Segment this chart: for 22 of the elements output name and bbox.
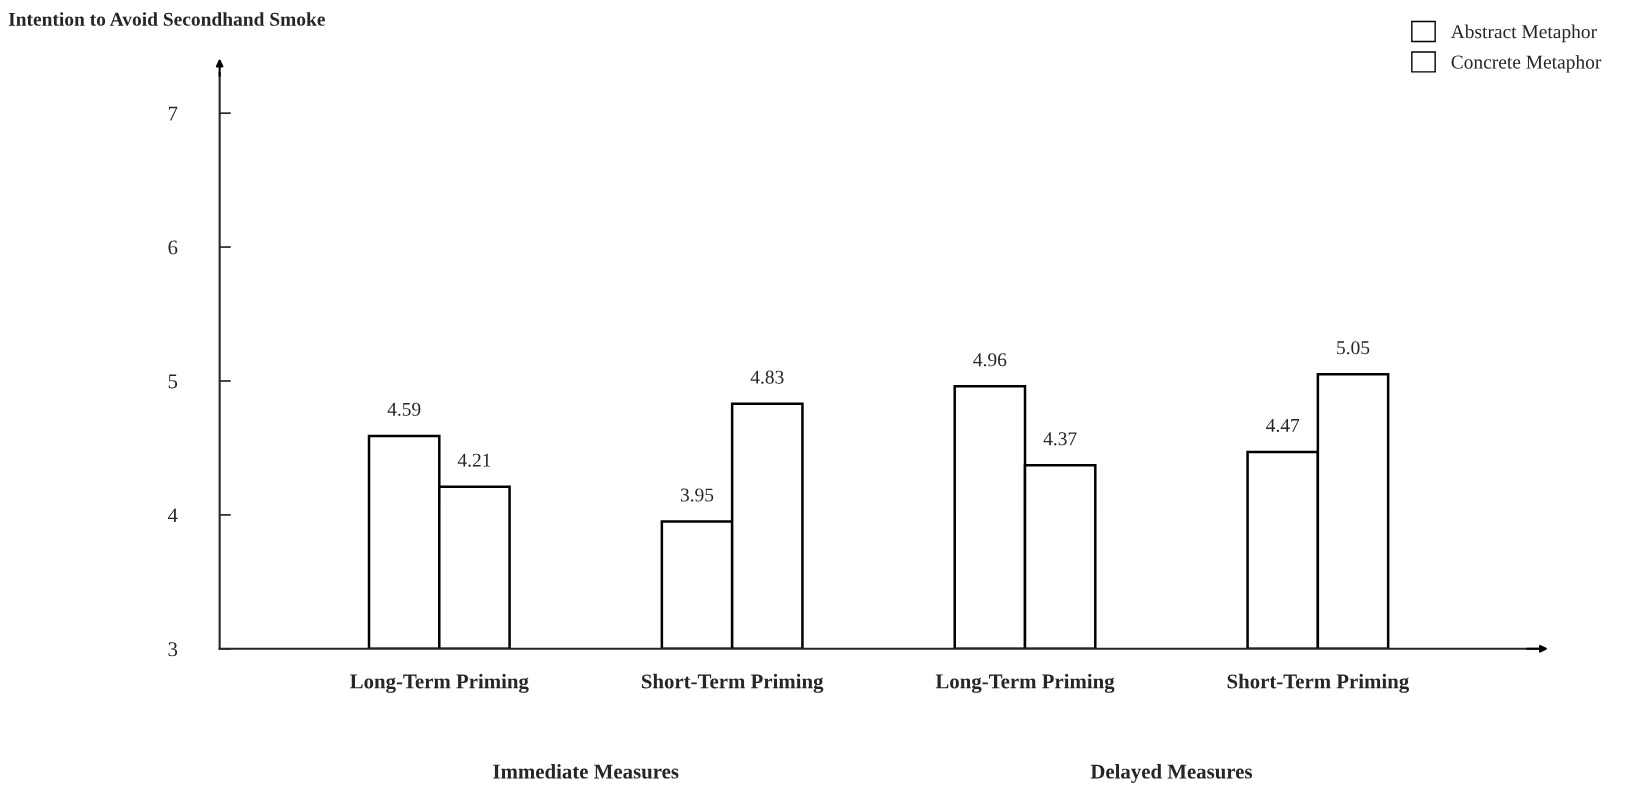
data-label: 5.05 [1337, 341, 1370, 355]
y-tick-label: 4 [167, 508, 178, 523]
x-tick-label: Long-Term Priming [935, 673, 1115, 693]
legend-label: Abstract Metaphor [1450, 24, 1597, 43]
x-tick-label: Long-Term Priming [350, 673, 529, 693]
y-tick-label: 3 [168, 642, 178, 657]
text: Delayed Measures [1090, 763, 1253, 783]
x-tick-label: Short-Term Priming [1227, 673, 1409, 693]
y-axis-title: Intention to Avoid Secondhand Smoke [8, 12, 325, 26]
legend-label: Concrete Metaphor [1451, 54, 1602, 73]
data-label: 4.21 [457, 453, 491, 467]
data-label: 4.37 [1043, 432, 1077, 446]
data-label: 4.47 [1266, 418, 1300, 433]
y-tick-label: 7 [168, 106, 178, 121]
x-tick-label: Short-Term Priming [641, 673, 824, 693]
data-label: 4.96 [973, 353, 1007, 367]
data-label: 4.59 [387, 402, 421, 416]
y-tick-label: 5 [168, 374, 178, 389]
data-label: 4.83 [750, 370, 784, 384]
y-tick-label: 6 [168, 240, 178, 255]
data-label: 3.95 [680, 488, 714, 502]
text: Immediate Measures [493, 763, 679, 779]
